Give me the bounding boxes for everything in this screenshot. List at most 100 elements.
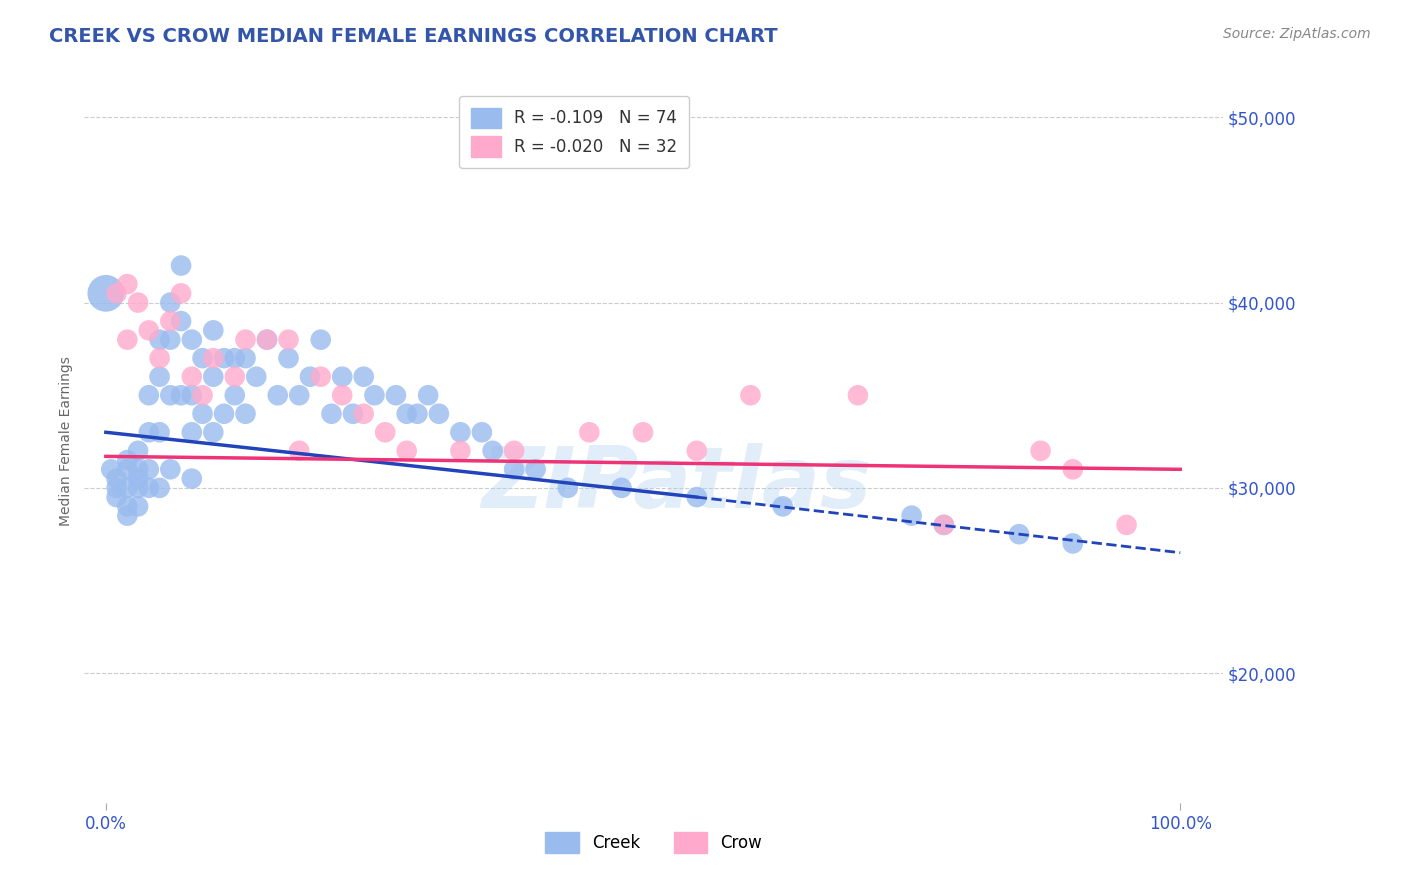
Point xyxy=(138,323,160,337)
Point xyxy=(277,351,299,366)
Point xyxy=(288,443,311,458)
Point xyxy=(127,481,149,495)
Point xyxy=(202,425,225,440)
Text: CREEK VS CROW MEDIAN FEMALE EARNINGS CORRELATION CHART: CREEK VS CROW MEDIAN FEMALE EARNINGS COR… xyxy=(49,27,778,45)
Point xyxy=(105,481,128,495)
Point xyxy=(686,490,709,504)
Point xyxy=(117,462,139,476)
Point xyxy=(235,351,257,366)
Point xyxy=(267,388,290,402)
Point xyxy=(686,443,709,458)
Point xyxy=(406,407,429,421)
Point xyxy=(256,333,278,347)
Point xyxy=(159,295,181,310)
Point xyxy=(148,481,170,495)
Y-axis label: Median Female Earnings: Median Female Earnings xyxy=(59,357,73,526)
Point xyxy=(330,388,353,402)
Point xyxy=(148,369,170,384)
Point xyxy=(309,369,332,384)
Point xyxy=(330,369,353,384)
Point xyxy=(578,425,600,440)
Point xyxy=(557,481,579,495)
Point xyxy=(159,462,181,476)
Point xyxy=(117,453,139,467)
Point xyxy=(342,407,364,421)
Point xyxy=(288,388,311,402)
Point xyxy=(202,323,225,337)
Point xyxy=(148,333,170,347)
Point xyxy=(191,407,214,421)
Point xyxy=(138,388,160,402)
Point xyxy=(212,351,235,366)
Point xyxy=(170,286,193,301)
Point xyxy=(159,388,181,402)
Point xyxy=(202,369,225,384)
Point xyxy=(256,333,278,347)
Point xyxy=(117,500,139,514)
Point xyxy=(170,314,193,328)
Point xyxy=(138,462,160,476)
Point xyxy=(503,462,526,476)
Point xyxy=(1115,517,1137,532)
Point xyxy=(180,472,202,486)
Point xyxy=(235,407,257,421)
Legend: Creek, Crow: Creek, Crow xyxy=(538,826,769,860)
Point xyxy=(202,351,225,366)
Point xyxy=(740,388,762,402)
Point xyxy=(309,333,332,347)
Point xyxy=(900,508,922,523)
Point xyxy=(159,314,181,328)
Point xyxy=(94,286,117,301)
Point xyxy=(932,517,955,532)
Point xyxy=(212,407,235,421)
Point xyxy=(277,333,299,347)
Point xyxy=(191,351,214,366)
Point xyxy=(117,277,139,291)
Point xyxy=(105,472,128,486)
Point xyxy=(353,369,375,384)
Point xyxy=(245,369,267,384)
Point xyxy=(1008,527,1031,541)
Point xyxy=(148,425,170,440)
Point xyxy=(117,481,139,495)
Point xyxy=(180,369,202,384)
Point xyxy=(418,388,440,402)
Text: Source: ZipAtlas.com: Source: ZipAtlas.com xyxy=(1223,27,1371,41)
Point xyxy=(449,443,471,458)
Point xyxy=(117,508,139,523)
Point xyxy=(298,369,321,384)
Point xyxy=(224,388,246,402)
Point xyxy=(524,462,547,476)
Point xyxy=(1062,536,1084,550)
Point xyxy=(363,388,385,402)
Point xyxy=(503,443,526,458)
Point xyxy=(374,425,396,440)
Point xyxy=(1029,443,1052,458)
Point xyxy=(180,388,202,402)
Point xyxy=(224,369,246,384)
Point xyxy=(471,425,494,440)
Point xyxy=(427,407,450,421)
Point xyxy=(610,481,633,495)
Point xyxy=(1062,462,1084,476)
Point xyxy=(148,351,170,366)
Point xyxy=(395,407,418,421)
Point xyxy=(159,333,181,347)
Point xyxy=(138,481,160,495)
Point xyxy=(385,388,408,402)
Point xyxy=(631,425,654,440)
Point xyxy=(180,333,202,347)
Point xyxy=(932,517,955,532)
Point xyxy=(321,407,343,421)
Point xyxy=(395,443,418,458)
Point xyxy=(180,425,202,440)
Point xyxy=(105,490,128,504)
Point xyxy=(170,388,193,402)
Text: ZIPatlas: ZIPatlas xyxy=(481,443,872,526)
Point xyxy=(235,333,257,347)
Point xyxy=(449,425,471,440)
Point xyxy=(138,425,160,440)
Point xyxy=(170,259,193,273)
Point xyxy=(772,500,794,514)
Point xyxy=(224,351,246,366)
